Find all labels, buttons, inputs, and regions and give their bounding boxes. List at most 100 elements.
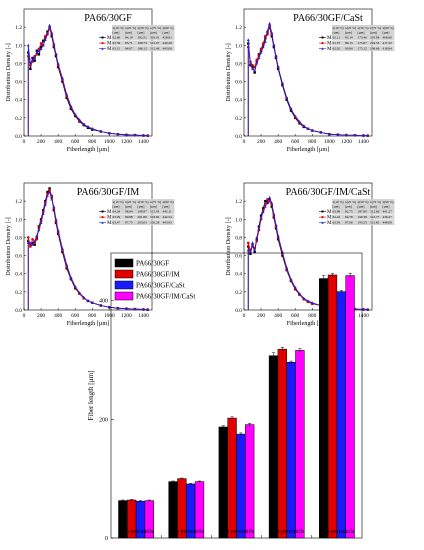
bar-PA66/30GF: [319, 278, 329, 539]
table-header-bg: [112, 25, 175, 35]
table-header-cell: x(75 %): [150, 26, 161, 30]
data-point-M3: [99, 129, 103, 133]
legend-label-M2: M2: [327, 41, 335, 47]
data-point-M3: [310, 129, 314, 132]
x-tick-label: 1400: [138, 313, 149, 319]
y-tick-label: 0.8: [15, 235, 22, 241]
x-tick-label: 200: [37, 313, 45, 319]
data-point-M1: [44, 199, 47, 203]
data-point-M3: [298, 292, 301, 295]
table-cell: 93.14: [345, 36, 353, 40]
x-tick-label: 0: [23, 139, 26, 145]
table-header-cell: x(10 %): [113, 26, 124, 30]
table-header-cell: x(90 %): [383, 200, 394, 204]
x-tick-label: 0: [23, 313, 26, 319]
data-point-M1: [33, 243, 36, 246]
x-tick-label: 200: [257, 139, 265, 145]
y-tick-label: 0.4: [235, 272, 242, 278]
bar-chart-panel: 0 200 400 Fiber length [µm] 10th percentile 2…: [87, 252, 363, 542]
table-row-bg: [332, 220, 395, 226]
bar-PA66/30GF/CaSt: [236, 433, 246, 539]
table-cell: 189.73: [138, 41, 148, 45]
data-point-M3: [107, 131, 111, 135]
legend-label-M2: M2: [107, 215, 115, 221]
data-point-M1: [29, 67, 32, 71]
data-point-M3: [281, 81, 284, 85]
data-point-M3: [302, 124, 306, 128]
data-point-M3: [293, 114, 297, 118]
data-point-M1: [48, 25, 51, 29]
table-header-cell: x(25 %): [345, 26, 356, 30]
data-point-M3: [99, 303, 103, 307]
table-cell: 312.66: [370, 210, 380, 214]
x-tick-label: 600: [291, 313, 299, 319]
table-cell: 199.97: [138, 210, 148, 214]
data-point-M1: [259, 49, 263, 52]
data-point-M3: [116, 132, 120, 136]
data-point-M3: [268, 22, 271, 25]
data-point-M3: [35, 234, 39, 237]
table-header-unit: [µm]: [125, 31, 132, 35]
data-point-M3: [69, 104, 73, 108]
data-point-M3: [43, 203, 47, 206]
legend-label-PA66/30GF/IM/CaSt: PA66/30GF/IM/CaSt: [136, 293, 195, 301]
data-point-M3: [272, 212, 276, 215]
data-point-M3: [35, 51, 39, 54]
bar-category-label: 90th percentile: [319, 529, 355, 535]
x-tick-label: 1000: [104, 313, 115, 319]
table-header-unit: [µm]: [125, 205, 132, 209]
y-tick-label: 0.8: [15, 61, 22, 67]
y-tick-label: 0.0: [235, 134, 242, 140]
table-cell: 94.19: [125, 36, 133, 40]
data-point-M1: [61, 250, 64, 254]
table-header-cell: x(10 %): [333, 26, 344, 30]
data-point-M3: [26, 43, 30, 47]
table-cell: 442.11: [163, 210, 173, 214]
data-point-M3: [259, 51, 263, 54]
data-point-M3: [261, 210, 265, 214]
data-point-M3: [65, 263, 69, 266]
data-point-M2: [29, 63, 32, 67]
data-point-M3: [56, 228, 60, 232]
legend-label-M3: M3: [327, 46, 335, 52]
legend-label-M3: M3: [107, 46, 115, 52]
data-point-M3: [261, 45, 265, 49]
data-point-M2: [246, 241, 250, 245]
table-cell: 62.66: [113, 36, 121, 40]
data-point-M3: [41, 43, 45, 47]
x-tick-label: 400: [274, 313, 282, 319]
table-header-cell: x(90 %): [163, 200, 174, 204]
table-cell: 62.02: [333, 47, 341, 51]
data-point-M1: [65, 96, 68, 100]
y-tick-label: 1.2: [15, 199, 22, 205]
table-cell: 298.68: [370, 47, 380, 51]
table-cell: 92.75: [345, 210, 353, 214]
data-point-M3: [263, 205, 267, 208]
x-tick-label: 200: [37, 139, 45, 145]
data-point-M1: [281, 84, 284, 87]
legend-marker-M2: [321, 216, 324, 219]
table-row-bg: [112, 220, 175, 226]
table-header-unit: [µm]: [113, 205, 120, 209]
legend-label-PA66/30GF/IM: PA66/30GF/IM: [136, 271, 180, 279]
data-point-M1: [39, 218, 43, 221]
data-point-M3: [281, 250, 284, 254]
data-point-M2: [31, 237, 34, 241]
data-point-M1: [289, 109, 293, 112]
bar-y-tick-label: 200: [99, 417, 108, 423]
plot-frame: [243, 182, 373, 311]
table-cell: 442.54: [163, 215, 173, 219]
table-cell: 61.75: [333, 41, 341, 45]
legend-swatch-PA66/30GF/IM: [114, 269, 134, 279]
data-point-M1: [42, 209, 45, 212]
data-point-M3: [253, 248, 257, 252]
data-point-M3: [142, 133, 145, 137]
table-cell: 203.03: [138, 221, 148, 225]
chart-title: PA66/30GF/CaSt: [293, 13, 363, 24]
table-header-unit: [µm]: [150, 205, 157, 209]
table-header-unit: [µm]: [358, 31, 365, 35]
data-point-M3: [39, 47, 43, 51]
table-row-bg: [332, 208, 395, 214]
data-point-M1: [37, 225, 41, 228]
